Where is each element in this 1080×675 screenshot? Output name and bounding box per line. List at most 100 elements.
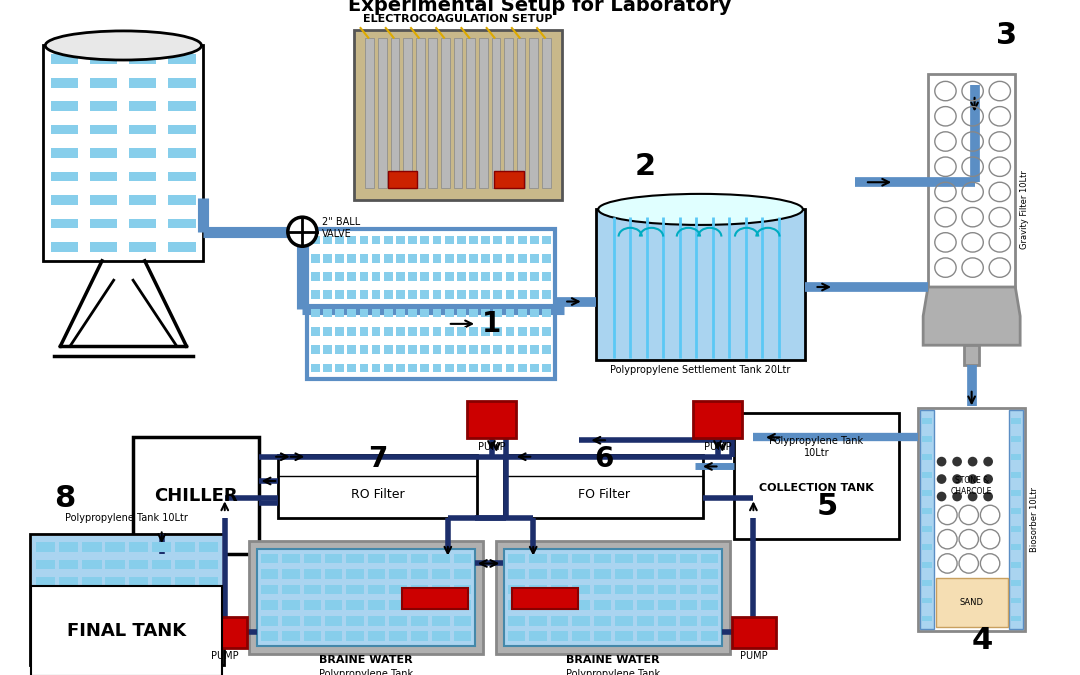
Circle shape <box>936 491 946 502</box>
FancyBboxPatch shape <box>529 585 546 595</box>
FancyBboxPatch shape <box>454 631 471 641</box>
FancyBboxPatch shape <box>572 585 590 595</box>
FancyBboxPatch shape <box>199 560 218 570</box>
FancyBboxPatch shape <box>468 402 516 438</box>
FancyBboxPatch shape <box>372 236 380 244</box>
FancyBboxPatch shape <box>530 327 539 335</box>
FancyBboxPatch shape <box>928 74 1015 287</box>
Ellipse shape <box>45 31 202 60</box>
Circle shape <box>953 457 962 466</box>
FancyBboxPatch shape <box>508 585 526 595</box>
FancyBboxPatch shape <box>679 631 697 641</box>
FancyBboxPatch shape <box>616 569 633 579</box>
FancyBboxPatch shape <box>551 554 568 564</box>
FancyBboxPatch shape <box>529 616 546 626</box>
FancyBboxPatch shape <box>542 290 551 299</box>
Text: PUMP: PUMP <box>477 442 505 452</box>
FancyBboxPatch shape <box>529 38 538 188</box>
FancyBboxPatch shape <box>454 569 471 579</box>
Ellipse shape <box>598 194 802 225</box>
Text: Experimental Setup for Laboratory: Experimental Setup for Laboratory <box>349 0 731 15</box>
FancyBboxPatch shape <box>469 236 477 244</box>
FancyBboxPatch shape <box>408 327 417 335</box>
FancyBboxPatch shape <box>260 585 279 595</box>
FancyBboxPatch shape <box>403 38 411 188</box>
FancyBboxPatch shape <box>494 236 502 244</box>
FancyBboxPatch shape <box>152 595 172 605</box>
FancyBboxPatch shape <box>91 101 118 111</box>
FancyBboxPatch shape <box>408 346 417 354</box>
FancyBboxPatch shape <box>311 254 320 263</box>
FancyBboxPatch shape <box>517 254 527 263</box>
FancyBboxPatch shape <box>307 229 554 379</box>
FancyBboxPatch shape <box>542 327 551 335</box>
FancyBboxPatch shape <box>325 631 342 641</box>
FancyBboxPatch shape <box>368 554 386 564</box>
FancyBboxPatch shape <box>482 308 490 317</box>
FancyBboxPatch shape <box>260 631 279 641</box>
FancyBboxPatch shape <box>922 597 932 603</box>
FancyBboxPatch shape <box>494 364 502 373</box>
FancyBboxPatch shape <box>457 364 465 373</box>
FancyBboxPatch shape <box>82 630 102 640</box>
FancyBboxPatch shape <box>517 364 527 373</box>
FancyBboxPatch shape <box>257 549 475 646</box>
FancyBboxPatch shape <box>482 346 490 354</box>
FancyBboxPatch shape <box>203 617 247 648</box>
FancyBboxPatch shape <box>517 290 527 299</box>
FancyBboxPatch shape <box>106 613 125 622</box>
Text: COLLECTION TANK: COLLECTION TANK <box>759 483 874 493</box>
FancyBboxPatch shape <box>410 600 428 610</box>
FancyBboxPatch shape <box>542 236 551 244</box>
FancyBboxPatch shape <box>922 454 932 460</box>
FancyBboxPatch shape <box>1012 436 1021 442</box>
FancyBboxPatch shape <box>433 346 442 354</box>
FancyBboxPatch shape <box>616 554 633 564</box>
FancyBboxPatch shape <box>551 600 568 610</box>
FancyBboxPatch shape <box>383 236 393 244</box>
FancyBboxPatch shape <box>372 290 380 299</box>
FancyBboxPatch shape <box>82 648 102 657</box>
FancyBboxPatch shape <box>935 578 1008 626</box>
Text: 4: 4 <box>972 626 993 655</box>
FancyBboxPatch shape <box>372 327 380 335</box>
FancyBboxPatch shape <box>530 254 539 263</box>
FancyBboxPatch shape <box>325 616 342 626</box>
FancyBboxPatch shape <box>325 585 342 595</box>
FancyBboxPatch shape <box>106 595 125 605</box>
FancyBboxPatch shape <box>529 569 546 579</box>
FancyBboxPatch shape <box>445 308 454 317</box>
FancyBboxPatch shape <box>388 171 417 188</box>
FancyBboxPatch shape <box>372 308 380 317</box>
FancyBboxPatch shape <box>383 290 393 299</box>
FancyBboxPatch shape <box>311 346 320 354</box>
FancyBboxPatch shape <box>51 242 79 252</box>
FancyBboxPatch shape <box>347 631 364 641</box>
FancyBboxPatch shape <box>396 236 405 244</box>
Text: Polypropylene Settlement Tank 20Ltr: Polypropylene Settlement Tank 20Ltr <box>610 365 791 375</box>
FancyBboxPatch shape <box>572 616 590 626</box>
FancyBboxPatch shape <box>454 38 462 188</box>
FancyBboxPatch shape <box>679 600 697 610</box>
FancyBboxPatch shape <box>347 585 364 595</box>
FancyBboxPatch shape <box>36 613 55 622</box>
FancyBboxPatch shape <box>658 616 676 626</box>
FancyBboxPatch shape <box>152 648 172 657</box>
FancyBboxPatch shape <box>542 38 551 188</box>
FancyBboxPatch shape <box>432 616 449 626</box>
FancyBboxPatch shape <box>445 346 454 354</box>
FancyBboxPatch shape <box>420 327 429 335</box>
Circle shape <box>953 475 962 484</box>
FancyBboxPatch shape <box>199 577 218 587</box>
FancyBboxPatch shape <box>1012 490 1021 496</box>
FancyBboxPatch shape <box>701 616 718 626</box>
FancyBboxPatch shape <box>36 648 55 657</box>
FancyBboxPatch shape <box>408 290 417 299</box>
FancyBboxPatch shape <box>51 125 79 134</box>
Text: 2" BALL
VALVE: 2" BALL VALVE <box>322 217 360 239</box>
FancyBboxPatch shape <box>658 585 676 595</box>
FancyBboxPatch shape <box>922 616 932 622</box>
FancyBboxPatch shape <box>348 346 356 354</box>
FancyBboxPatch shape <box>335 254 343 263</box>
FancyBboxPatch shape <box>420 308 429 317</box>
